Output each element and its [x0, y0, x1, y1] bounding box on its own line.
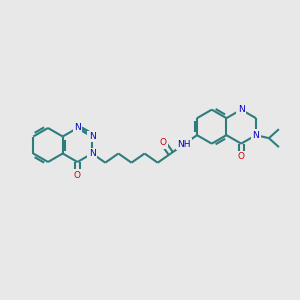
Text: N: N: [253, 130, 259, 140]
Text: N: N: [89, 149, 95, 158]
Text: O: O: [160, 138, 167, 147]
Text: N: N: [238, 105, 244, 114]
Text: O: O: [238, 152, 245, 161]
Text: N: N: [74, 124, 81, 133]
Text: O: O: [74, 170, 81, 179]
Text: NH: NH: [177, 140, 191, 149]
Text: N: N: [89, 132, 95, 141]
